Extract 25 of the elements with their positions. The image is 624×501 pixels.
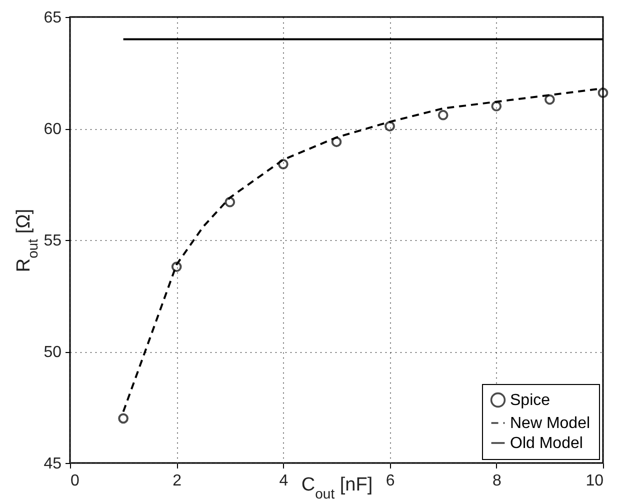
y-tick-label: 55 [44,232,62,250]
x-tick-label: 6 [386,472,395,490]
point [438,110,448,120]
point [331,136,342,148]
x-tick-label: 2 [172,472,182,490]
x-axis-title: C$_{out}$ [nF] [301,474,373,501]
legend-label: Spice [510,392,550,409]
point [544,94,555,105]
y-tick-label: 65 [44,10,62,26]
x-tick-label: 0 [70,472,80,490]
x-tick-label: 10 [586,472,604,490]
legend-label: New Model [510,415,590,432]
y-tick-label: 50 [44,344,62,361]
point [171,262,182,272]
point [491,101,502,112]
legend-label: Old Model [510,435,583,452]
x-tick-label: 4 [279,472,288,490]
point [224,196,236,208]
y-tick-label: 45 [44,456,62,472]
x-tick-label: 8 [492,472,502,490]
point [118,413,128,424]
y-tick-label: 60 [44,121,62,138]
point [598,88,608,98]
point [278,159,288,170]
point [384,121,395,132]
